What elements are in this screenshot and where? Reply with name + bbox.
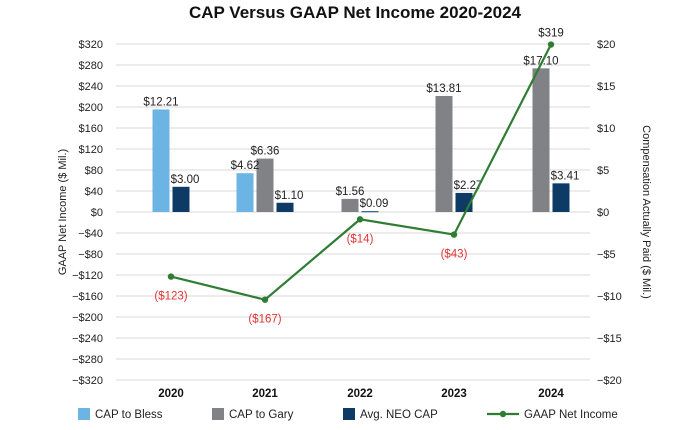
bar-data-label: $1.56 xyxy=(336,186,365,198)
bar-data-label: $1.10 xyxy=(275,190,304,202)
bar-labels: $12.21 $3.00 $4.62 $6.36 $1.10 $1.56$0.09 $13.… xyxy=(143,55,579,210)
legend-label: CAP to Gary xyxy=(229,409,294,421)
left-tick-label: $200 xyxy=(79,102,103,114)
bar-cap-to-bless-2021 xyxy=(236,173,254,212)
bar-avg-neo-cap-2020 xyxy=(172,186,190,212)
left-tick-label: $80 xyxy=(85,165,103,177)
bar-data-label: $13.81 xyxy=(426,83,461,95)
bar-data-label: $2.27 xyxy=(454,180,483,192)
gaap-data-label: ($167) xyxy=(248,314,281,326)
chart-title: CAP Versus GAAP Net Income 2020-2024 xyxy=(189,3,522,22)
legend: CAP to Bless CAP to Gary Avg. NEO CAP GAAP … xyxy=(78,408,618,421)
bar-data-label: $6.36 xyxy=(251,146,280,158)
right-tick-label: $0 xyxy=(597,207,609,219)
category-label: 2023 xyxy=(441,388,467,400)
bar-data-label: $12.21 xyxy=(143,96,178,108)
bar-cap-to-gary-2024 xyxy=(532,68,550,212)
left-axis-ticks: $320 $280 $240 $200 $160 $120 $80 $40 $0 −$40 −$80… xyxy=(72,39,103,387)
legend-label: GAAP Net Income xyxy=(524,409,618,421)
right-tick-label: $15 xyxy=(597,81,615,93)
category-label: 2020 xyxy=(158,388,184,400)
gaap-line-point xyxy=(261,296,269,303)
left-tick-label: $120 xyxy=(79,144,103,156)
left-tick-label: −$160 xyxy=(72,291,103,303)
left-tick-label: $320 xyxy=(79,39,103,51)
left-tick-label: −$280 xyxy=(72,354,103,366)
bar-avg-neo-cap-2024 xyxy=(552,183,570,212)
bars xyxy=(152,68,570,213)
category-label: 2022 xyxy=(347,388,373,400)
bar-cap-to-bless-2020 xyxy=(152,109,170,212)
bar-cap-to-gary-2021 xyxy=(256,158,274,212)
bar-data-label: $0.09 xyxy=(360,198,389,210)
gaap-line-point xyxy=(356,216,364,223)
bar-data-label: $17.10 xyxy=(523,55,558,67)
gaap-data-label: ($123) xyxy=(154,291,187,303)
legend-swatch xyxy=(78,408,90,420)
right-axis-ticks: $20 $15 $10 $5 $0 −$5 −$10 −$15 −$20 xyxy=(597,39,622,387)
gaap-line-path xyxy=(170,44,552,301)
right-tick-label: −$20 xyxy=(597,375,622,387)
left-tick-label: −$40 xyxy=(78,228,103,240)
left-tick-label: −$240 xyxy=(72,333,103,345)
right-tick-label: $5 xyxy=(597,165,609,177)
left-tick-label: $0 xyxy=(91,207,103,219)
left-tick-label: −$120 xyxy=(72,270,103,282)
bar-avg-neo-cap-2022 xyxy=(361,211,379,213)
category-label: 2021 xyxy=(252,388,278,400)
legend-swatch xyxy=(343,408,355,420)
gaap-line-point xyxy=(547,41,555,48)
legend-swatch xyxy=(212,408,224,420)
gaap-data-label: ($43) xyxy=(441,249,468,261)
left-tick-label: $160 xyxy=(79,123,103,135)
gaap-net-income-line: ($123) ($167) ($14) ($43) $319 xyxy=(154,28,563,326)
gridlines xyxy=(116,43,590,381)
gaap-data-label: ($14) xyxy=(347,233,374,245)
left-tick-label: −$80 xyxy=(78,249,103,261)
bar-cap-to-gary-2023 xyxy=(435,95,453,212)
right-tick-label: $10 xyxy=(597,123,615,135)
right-tick-label: −$10 xyxy=(597,291,622,303)
right-tick-label: −$15 xyxy=(597,333,622,345)
bar-data-label: $3.41 xyxy=(551,170,580,182)
right-axis-title: Compensation Actually Paid ($ Mil.) xyxy=(640,125,652,299)
left-tick-label: $240 xyxy=(79,81,103,93)
bar-data-label: $4.62 xyxy=(231,160,260,172)
right-tick-label: $20 xyxy=(597,39,615,51)
left-tick-label: $280 xyxy=(79,60,103,72)
legend-marker xyxy=(499,410,507,418)
right-tick-label: −$5 xyxy=(597,249,616,261)
left-tick-label: −$200 xyxy=(72,312,103,324)
left-tick-label: $40 xyxy=(85,186,103,198)
left-axis-title: GAAP Net Income ($ Mil.) xyxy=(57,149,69,275)
gaap-line-point xyxy=(167,273,175,280)
gaap-line-point xyxy=(450,231,458,238)
bar-cap-to-gary-2022 xyxy=(341,198,359,212)
left-tick-label: −$320 xyxy=(72,375,103,387)
category-label: 2024 xyxy=(538,388,564,400)
bar-data-label: $3.00 xyxy=(171,174,200,186)
legend-label: CAP to Bless xyxy=(95,409,163,421)
gaap-data-label: $319 xyxy=(538,28,564,40)
category-labels: 2020 2021 2022 2023 2024 xyxy=(158,388,564,400)
bar-avg-neo-cap-2021 xyxy=(276,202,294,212)
legend-label: Avg. NEO CAP xyxy=(360,409,438,421)
